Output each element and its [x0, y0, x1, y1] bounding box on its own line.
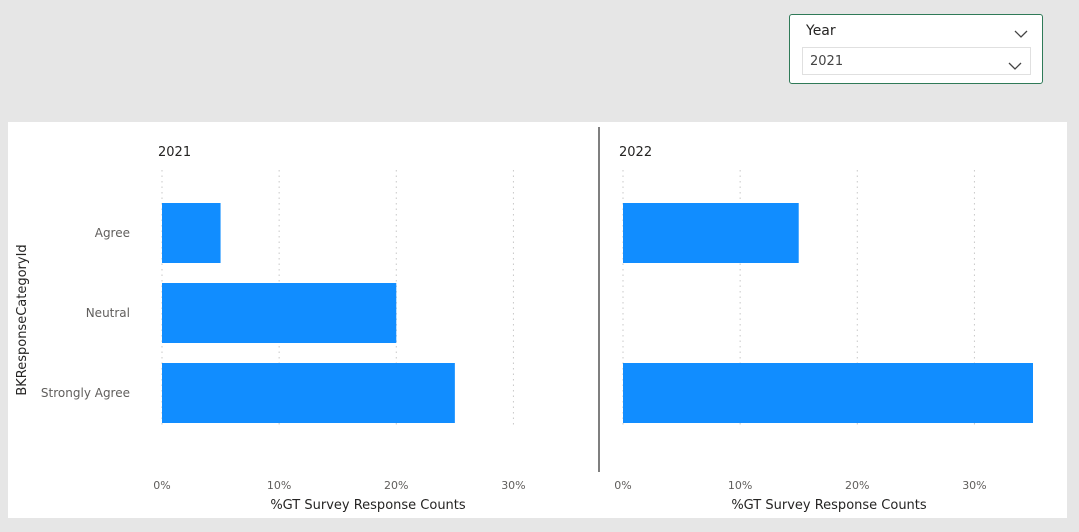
x-tick-label: 10%	[728, 479, 752, 492]
x-tick-label: 0%	[614, 479, 631, 492]
bar-2021-strongly-agree	[162, 363, 455, 423]
panel-title: 2022	[619, 145, 652, 160]
x-tick-label: 30%	[962, 479, 986, 492]
x-tick-label: 10%	[267, 479, 291, 492]
x-tick-label: 0%	[153, 479, 170, 492]
x-tick-label: 20%	[384, 479, 408, 492]
bar-2021-neutral	[162, 283, 397, 343]
bar-2022-agree	[623, 203, 799, 263]
category-label: Neutral	[86, 306, 130, 320]
panel-title: 2021	[158, 145, 191, 160]
collapse-chevron-icon[interactable]	[1014, 24, 1028, 43]
x-axis-title: %GT Survey Response Counts	[270, 498, 466, 513]
slicer-title: Year	[806, 23, 836, 39]
chart-panel: BKResponseCategoryId Agree Neutral Strongly…	[8, 122, 1067, 518]
x-tick-label: 30%	[501, 479, 525, 492]
bar-2021-agree	[162, 203, 221, 263]
x-axis-title: %GT Survey Response Counts	[731, 498, 927, 513]
category-label: Strongly Agree	[41, 386, 130, 400]
category-label: Agree	[95, 226, 130, 240]
y-axis-title: BKResponseCategoryId	[15, 244, 30, 395]
year-dropdown-value: 2021	[810, 54, 844, 69]
small-multiples-bar-chart: BKResponseCategoryId Agree Neutral Strongly…	[15, 127, 1033, 513]
chevron-down-icon[interactable]	[1008, 56, 1022, 75]
bar-2022-strongly-agree	[623, 363, 1033, 423]
x-tick-label: 20%	[845, 479, 869, 492]
year-slicer: Year 2021	[789, 14, 1043, 84]
year-dropdown[interactable]: 2021	[802, 47, 1031, 75]
